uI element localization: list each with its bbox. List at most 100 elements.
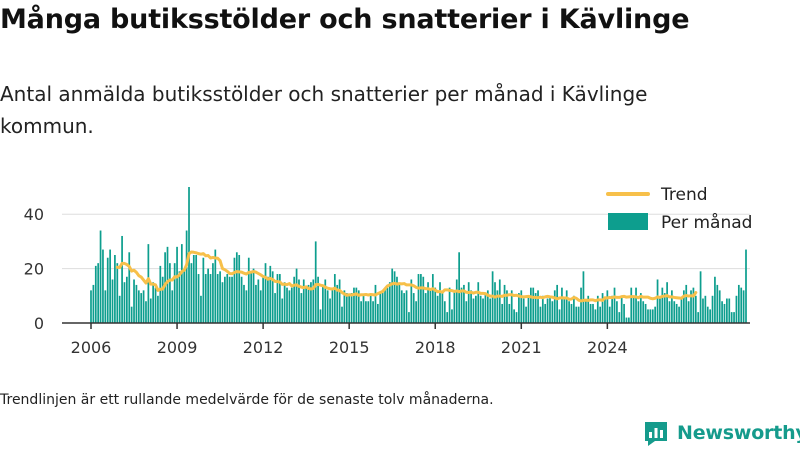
x-tick-label: 2015 — [329, 338, 370, 357]
bar — [147, 244, 150, 323]
bar — [367, 301, 370, 323]
legend-trend-label: Trend — [660, 185, 708, 205]
bar — [656, 279, 659, 323]
x-tick-label: 2009 — [157, 338, 198, 357]
bar — [252, 268, 255, 323]
bar — [510, 290, 513, 323]
bar — [506, 290, 508, 323]
bar — [439, 282, 441, 323]
bar — [630, 287, 633, 323]
bar — [231, 276, 233, 323]
trend-line — [115, 250, 698, 303]
bar — [166, 246, 169, 323]
bar — [372, 301, 374, 323]
bar — [446, 312, 449, 323]
bar — [577, 306, 580, 323]
bar — [259, 290, 262, 323]
bar — [745, 249, 747, 323]
bar — [639, 293, 642, 323]
bar — [152, 282, 155, 323]
bar — [257, 279, 260, 323]
bar — [637, 301, 640, 323]
legend: Trend Per månad — [606, 185, 752, 233]
bar — [541, 295, 544, 323]
newsworthy-logo: Newsworthy — [643, 419, 800, 447]
bar — [240, 276, 243, 323]
bar — [699, 271, 702, 323]
bar — [142, 290, 145, 323]
bar — [448, 287, 451, 323]
bar — [324, 279, 327, 323]
bar — [228, 276, 231, 323]
bar — [109, 249, 111, 323]
bar — [525, 306, 527, 323]
bar — [126, 276, 128, 323]
bar — [357, 290, 360, 323]
bar — [687, 301, 690, 323]
x-tick-label: 2006 — [71, 338, 112, 357]
bar — [178, 271, 181, 323]
bar — [584, 301, 587, 323]
bar — [157, 295, 159, 323]
bar — [343, 290, 346, 323]
bar — [271, 271, 274, 323]
bar — [149, 298, 152, 323]
bar — [374, 284, 377, 323]
x-tick-label: 2018 — [415, 338, 456, 357]
bar — [424, 293, 427, 323]
bar — [197, 274, 200, 323]
bar — [434, 287, 437, 323]
bar — [410, 279, 413, 323]
bar — [529, 287, 532, 323]
bar — [644, 303, 647, 323]
bar — [377, 303, 379, 323]
bar — [267, 276, 269, 323]
bar — [314, 241, 317, 323]
bar — [494, 282, 496, 323]
bar — [730, 312, 733, 323]
x-tick-label: 2024 — [587, 338, 628, 357]
y-tick-label: 40 — [24, 205, 44, 224]
bar — [247, 257, 250, 323]
bar — [728, 298, 731, 323]
bar — [274, 293, 276, 323]
bar — [133, 279, 135, 323]
bar — [623, 303, 625, 323]
bar — [611, 295, 613, 323]
legend-bar-swatch — [608, 213, 648, 230]
bar — [221, 282, 224, 323]
bar — [140, 293, 143, 323]
bar — [647, 309, 649, 323]
bar — [276, 274, 279, 323]
bar — [489, 298, 492, 323]
bar — [570, 303, 573, 323]
bar — [212, 263, 214, 323]
y-tick-label: 20 — [24, 260, 44, 279]
bar — [329, 298, 331, 323]
bar — [467, 282, 470, 323]
bar — [704, 295, 707, 323]
bar — [295, 268, 298, 323]
bar — [714, 276, 716, 323]
bar — [302, 279, 305, 323]
bar — [362, 295, 365, 323]
bar — [422, 276, 425, 323]
bar — [118, 295, 121, 323]
bar — [135, 284, 138, 323]
bar — [200, 295, 202, 323]
bar — [94, 265, 97, 323]
bar — [111, 279, 114, 323]
bar — [522, 298, 525, 323]
bar — [680, 298, 683, 323]
bar — [192, 255, 195, 323]
bar — [379, 293, 382, 323]
bar — [682, 290, 685, 323]
bar — [137, 290, 140, 323]
bar — [427, 282, 429, 323]
bar — [333, 274, 336, 323]
bar — [711, 295, 714, 323]
bar — [675, 303, 678, 323]
bar — [355, 287, 358, 323]
bar — [341, 306, 343, 323]
bar — [520, 290, 523, 323]
